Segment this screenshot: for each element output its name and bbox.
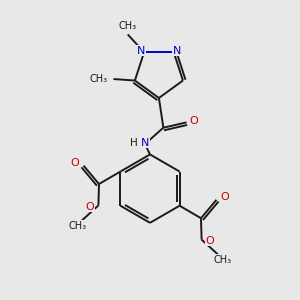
Text: CH₃: CH₃ xyxy=(68,220,87,231)
Text: N: N xyxy=(137,46,145,56)
Text: CH₃: CH₃ xyxy=(119,21,137,31)
Text: N: N xyxy=(141,138,149,148)
Text: H: H xyxy=(130,138,137,148)
Text: O: O xyxy=(190,116,198,126)
Text: O: O xyxy=(220,192,229,203)
Text: O: O xyxy=(86,202,94,212)
Text: CH₃: CH₃ xyxy=(213,255,232,265)
Text: O: O xyxy=(71,158,80,168)
Text: O: O xyxy=(206,236,214,246)
Text: CH₃: CH₃ xyxy=(89,74,107,84)
Text: N: N xyxy=(172,46,181,56)
